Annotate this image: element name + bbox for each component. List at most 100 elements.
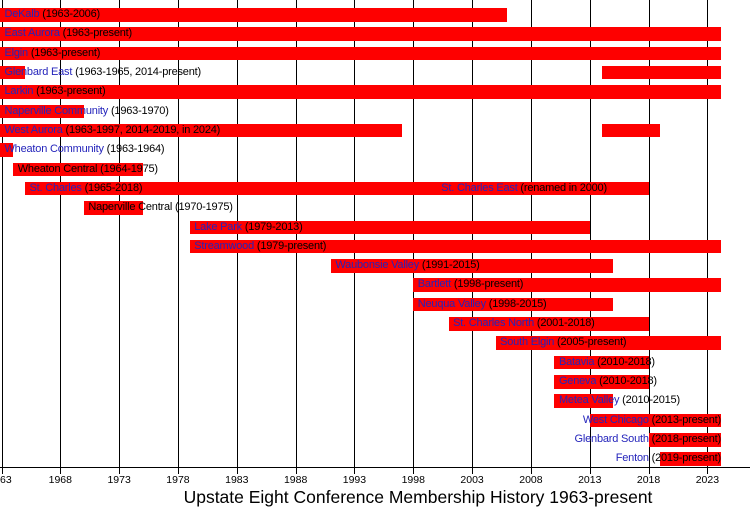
timeline-row-label: St. Charles North (2001-2018) [453, 317, 595, 331]
school-link[interactable]: Streamwood [194, 239, 254, 252]
timeline-row-label: Lake Park (1979-2013) [194, 220, 303, 235]
year-range-text: (1963-present) [33, 85, 106, 98]
year-range-text: (1998-present) [451, 278, 524, 291]
school-link[interactable]: Wheaton Community [4, 143, 105, 156]
school-link[interactable]: East Aurora [4, 27, 60, 40]
gridline-2003 [472, 0, 474, 474]
timeline-bar [0, 27, 721, 41]
timeline-bar [0, 104, 84, 119]
axis-tick-label: 1983 [225, 474, 249, 486]
x-axis-line [0, 466, 750, 468]
timeline-bar [0, 8, 508, 22]
timeline-bar [448, 317, 649, 331]
year-range-text: (1963-1964) [103, 143, 165, 156]
timeline-bar [0, 123, 402, 138]
year-range-text: (1963-1965, 2014-present) [72, 65, 201, 78]
timeline-row-label: Naperville Community (1963-1970) [5, 105, 169, 119]
school-link[interactable]: Larkin [4, 85, 34, 98]
school-link[interactable]: West Chicago [582, 413, 649, 426]
year-range-text: (1963-present) [59, 27, 133, 40]
school-link[interactable]: Neuqua Valley [417, 297, 486, 310]
timeline-bar [413, 278, 721, 292]
school-link[interactable]: Naperville Community [4, 104, 109, 117]
school-link[interactable]: Glenbard South [574, 433, 649, 446]
timeline-row-label: Streamwood (1979-present) [194, 240, 326, 254]
timeline-bar [330, 259, 614, 273]
year-range-text: (2010-2018) [594, 355, 655, 368]
axis-tick-label: 1968 [48, 474, 72, 486]
gridline-1998 [413, 0, 415, 474]
timeline-row-label: Waubonsie Valley (1991-2015) [335, 259, 479, 273]
timeline-row-label: West Aurora (1963-1997, 2014-2019, in 20… [5, 124, 221, 138]
year-range-text: (1963-1997, 2014-2019, in 2024) [62, 123, 221, 136]
school-link[interactable]: St. Charles East [441, 181, 518, 194]
school-name: Wheaton Central [17, 162, 98, 175]
timeline-bar [554, 375, 649, 389]
school-link[interactable]: West Aurora [4, 123, 63, 136]
school-link[interactable]: Batavia [558, 355, 595, 368]
year-range-text: (2018-present) [648, 433, 722, 446]
timeline-bar [83, 201, 143, 215]
timeline-row-label: Geneva (2010-2018) [559, 375, 657, 389]
gridline-1978 [177, 0, 179, 474]
axis-tick-label: 2003 [460, 474, 484, 486]
gridline-1988 [295, 0, 297, 474]
axis-tick-label: 1988 [283, 474, 308, 486]
gridline-2008 [530, 0, 532, 474]
school-link[interactable]: Glenbard East [4, 65, 73, 78]
axis-tick-label: 2013 [578, 474, 602, 486]
school-link[interactable]: St. Charles North [453, 317, 535, 330]
gridline-1968 [60, 0, 62, 474]
school-link[interactable]: Bartlett [417, 278, 452, 291]
school-link[interactable]: Waubonsie Valley [335, 259, 420, 272]
school-link[interactable]: Lake Park [194, 220, 242, 233]
school-link[interactable]: Geneva [558, 375, 597, 388]
timeline-bar [413, 297, 614, 312]
year-range-text: (2019-present) [648, 452, 722, 465]
timeline-bar [13, 162, 143, 177]
timeline-row-label: Larkin (1963-present) [5, 85, 106, 99]
timeline-row-label: Naperville Central (1970-1975) [88, 201, 233, 215]
timeline-row-label: St. Charles East (renamed in 2000) [441, 182, 607, 196]
year-range-text: (2005-present) [554, 336, 627, 349]
school-link[interactable]: Metea Valley [558, 394, 620, 407]
school-link[interactable]: South Elgin [500, 336, 555, 349]
year-range-text: (1979-2013) [241, 220, 303, 233]
timeline-row-label: DeKalb (1963-2006) [4, 8, 101, 22]
timeline-bar [589, 413, 721, 428]
axis-tick-label: 1993 [342, 474, 367, 486]
timeline-row-label: Neuqua Valley (1998-2015) [418, 298, 547, 312]
timeline-bar [189, 220, 590, 235]
timeline-bar [601, 65, 721, 80]
timeline-bar [0, 85, 721, 99]
timeline-bar [0, 46, 721, 61]
chart-title: Upstate Eight Conference Membership Hist… [183, 487, 653, 507]
timeline-bar [25, 181, 649, 196]
timeline-bar [648, 433, 721, 447]
timeline-row-label: Metea Valley (2010-2015) [559, 394, 680, 408]
school-link[interactable]: St. Charles [29, 181, 82, 194]
timeline-row-label: Wheaton Community (1963-1964) [5, 143, 165, 157]
school-link[interactable]: DeKalb [4, 8, 40, 20]
year-range-text: (1991-2015) [419, 259, 480, 272]
timeline-row-label: St. Charles (1965-2018) [30, 182, 143, 196]
timeline-row-label: Bartlett (1998-present) [417, 278, 524, 292]
gridline-1993 [354, 0, 356, 474]
timeline-row-label: Glenbard East (1963-1965, 2014-present) [4, 65, 202, 80]
timeline-bar [495, 336, 721, 350]
timeline-row-label: Fenton (2019-present) [616, 452, 721, 466]
gridline-2013 [589, 0, 591, 474]
timeline-bar [554, 355, 649, 370]
axis-tick-label: 63 [0, 474, 12, 486]
year-range-text: (2013-present) [648, 413, 722, 426]
school-link[interactable]: Fenton [615, 452, 649, 465]
timeline-row-label: Batavia (2010-2018) [559, 356, 655, 370]
axis-tick-label: 1973 [107, 474, 131, 486]
timeline-row-label: Elgin (1963-present) [5, 47, 101, 61]
timeline-bar [0, 143, 14, 157]
timeline-row-label: South Elgin (2005-present) [500, 336, 626, 350]
timeline-row-label: East Aurora (1963-present) [5, 27, 133, 41]
timeline-bar [660, 452, 721, 466]
school-link[interactable]: Elgin [4, 46, 29, 59]
